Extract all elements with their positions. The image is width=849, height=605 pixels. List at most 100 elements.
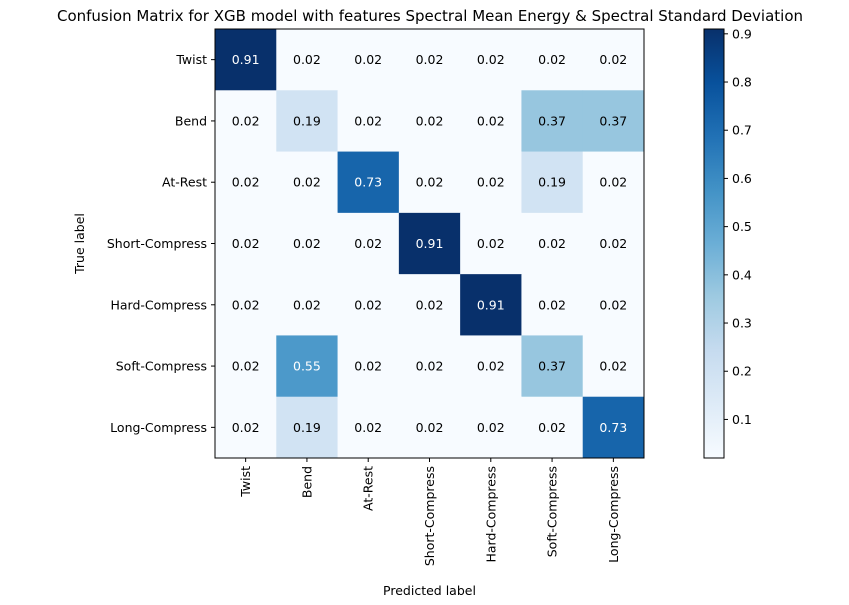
heatmap-cell xyxy=(276,335,338,398)
x-tick-label: Twist xyxy=(238,466,253,498)
heatmap-cell xyxy=(398,396,461,459)
heatmap-cell xyxy=(337,335,400,398)
cell-value-label: 0.02 xyxy=(599,359,627,374)
colorbar-tick-label: 0.1 xyxy=(732,412,752,427)
cell-value-label: 0.02 xyxy=(416,113,444,128)
x-axis-label: Predicted label xyxy=(383,583,476,598)
y-tick-label: Soft-Compress xyxy=(116,359,207,374)
cell-value-label: 0.02 xyxy=(416,175,444,190)
cell-value-label: 0.02 xyxy=(354,236,382,251)
heatmap-cell xyxy=(215,396,277,459)
cell-value-label: 0.02 xyxy=(354,420,382,435)
cell-value-label: 0.02 xyxy=(599,236,627,251)
heatmap-cell xyxy=(582,90,645,152)
x-tick-label: Hard-Compress xyxy=(483,466,498,563)
cell-value-label: 0.02 xyxy=(599,175,627,190)
colorbar-tick-label: 0.2 xyxy=(732,364,752,379)
y-tick-label: Long-Compress xyxy=(110,420,207,435)
heatmap-cell xyxy=(521,151,584,214)
cell-value-label: 0.73 xyxy=(599,420,627,435)
heatmap-cell xyxy=(582,274,645,336)
cell-value-label: 0.02 xyxy=(416,297,444,312)
heatmap-cells xyxy=(215,29,645,459)
cell-value-label: 0.73 xyxy=(354,175,382,190)
cell-value-label: 0.02 xyxy=(416,359,444,374)
cell-value-label: 0.02 xyxy=(232,113,260,128)
colorbar-tick-label: 0.4 xyxy=(732,267,752,282)
colorbar-gradient xyxy=(703,28,725,459)
cell-value-label: 0.02 xyxy=(477,359,505,374)
cell-value-label: 0.19 xyxy=(293,420,321,435)
y-tick-label: Short-Compress xyxy=(107,236,207,251)
heatmap-cell xyxy=(460,29,522,91)
cell-value-label: 0.02 xyxy=(416,420,444,435)
x-tick-label: At-Rest xyxy=(361,466,376,511)
cell-value-label: 0.02 xyxy=(599,297,627,312)
heatmap-cell xyxy=(398,151,461,214)
y-tick-label: Twist xyxy=(175,52,207,67)
heatmap-cell xyxy=(460,335,522,398)
cell-value-label: 0.02 xyxy=(538,297,566,312)
y-tick-label: At-Rest xyxy=(162,175,207,190)
heatmap-cell xyxy=(215,151,277,214)
cell-value-label: 0.02 xyxy=(354,297,382,312)
heatmap-cell xyxy=(582,212,645,275)
y-tick-label: Hard-Compress xyxy=(111,297,208,312)
heatmap-cell xyxy=(521,274,584,336)
heatmap-cell xyxy=(582,335,645,398)
heatmap-cell xyxy=(276,29,338,91)
cell-value-label: 0.02 xyxy=(538,52,566,67)
cell-value-label: 0.02 xyxy=(232,175,260,190)
y-tick-label: Bend xyxy=(175,113,207,128)
heatmap-cell xyxy=(276,90,338,152)
heatmap-cell xyxy=(460,90,522,152)
heatmap-cell xyxy=(215,274,277,336)
cell-value-label: 0.19 xyxy=(293,113,321,128)
cell-value-label: 0.55 xyxy=(293,359,321,374)
heatmap-cell xyxy=(337,212,400,275)
y-axis-ticks: Twist Bend At-Rest Short-Compress Hard-Compr… xyxy=(107,52,215,435)
heatmap-cell xyxy=(398,212,461,275)
cell-value-label: 0.02 xyxy=(477,175,505,190)
heatmap-cell xyxy=(337,90,400,152)
x-axis-ticks: Twist Bend At-Rest Short-Compress Hard-Compr… xyxy=(238,458,621,566)
cell-value-label: 0.02 xyxy=(354,359,382,374)
heatmap-cell xyxy=(215,29,277,91)
heatmap-cell xyxy=(582,29,645,91)
heatmap-cell xyxy=(582,151,645,214)
cell-value-label: 0.19 xyxy=(538,175,566,190)
heatmap-cell xyxy=(398,274,461,336)
cell-value-label: 0.02 xyxy=(538,420,566,435)
cell-value-label: 0.02 xyxy=(354,52,382,67)
heatmap-cell xyxy=(215,212,277,275)
cell-value-label: 0.91 xyxy=(477,297,505,312)
cell-value-label: 0.02 xyxy=(538,236,566,251)
x-tick-label: Soft-Compress xyxy=(545,466,560,557)
heatmap-cell xyxy=(215,335,277,398)
cell-value-label: 0.02 xyxy=(477,420,505,435)
heatmap-cell xyxy=(460,274,522,336)
heatmap-cell xyxy=(215,90,277,152)
heatmap-cell xyxy=(582,396,645,459)
heatmap-cell xyxy=(460,151,522,214)
heatmap-cell xyxy=(276,151,338,214)
colorbar-tick-label: 0.3 xyxy=(732,316,752,331)
colorbar-tick-label: 0.5 xyxy=(732,219,752,234)
heatmap-cell xyxy=(398,90,461,152)
x-tick-label: Bend xyxy=(299,466,314,498)
x-tick-label: Long-Compress xyxy=(606,466,621,563)
heatmap-cell xyxy=(276,274,338,336)
y-axis-label: True label xyxy=(72,213,87,275)
cell-value-label: 0.02 xyxy=(232,236,260,251)
cell-value-label: 0.02 xyxy=(232,359,260,374)
colorbar-tick-label: 0.6 xyxy=(732,171,752,186)
cell-value-label: 0.02 xyxy=(477,52,505,67)
cell-value-label: 0.91 xyxy=(232,52,260,67)
heatmap-cell xyxy=(521,29,584,91)
colorbar-tick-label: 0.9 xyxy=(732,26,752,41)
colorbar-tick-label: 0.8 xyxy=(732,75,752,90)
cell-value-label: 0.02 xyxy=(354,113,382,128)
heatmap-cell xyxy=(521,396,584,459)
cell-value-label: 0.02 xyxy=(293,236,321,251)
cell-value-label: 0.02 xyxy=(293,52,321,67)
